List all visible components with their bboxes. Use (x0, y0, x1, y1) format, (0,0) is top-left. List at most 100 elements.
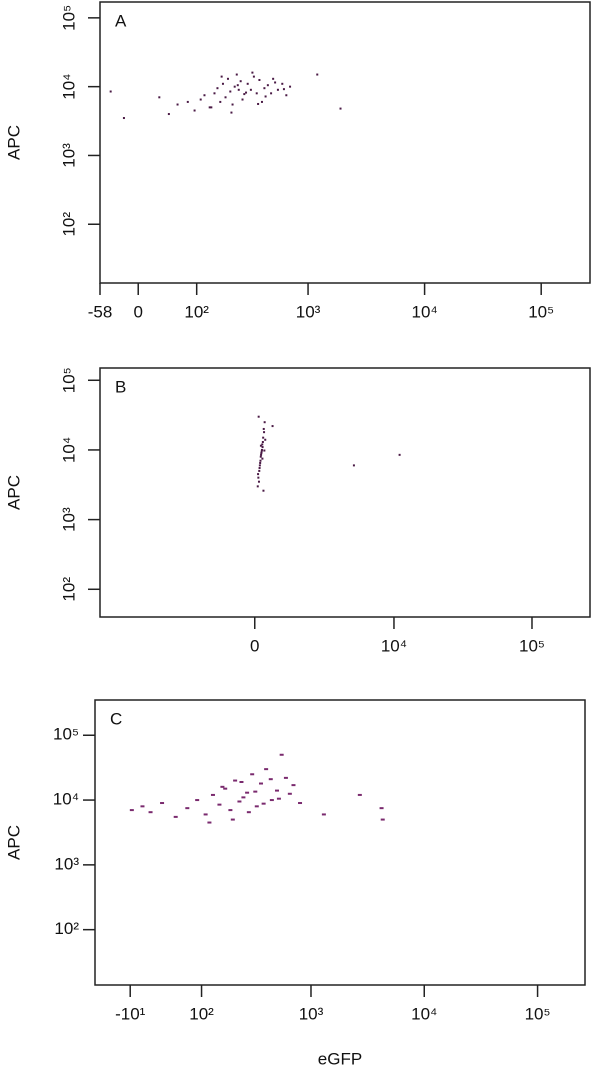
point (257, 415, 260, 418)
point (281, 82, 284, 85)
point (263, 421, 266, 424)
point (148, 811, 153, 814)
point (257, 473, 260, 476)
point (237, 88, 240, 91)
x-tick-label: 10² (184, 302, 209, 321)
point (223, 787, 228, 790)
point (282, 88, 285, 91)
point (207, 821, 212, 824)
point (260, 453, 263, 456)
y-tick-label: 10² (54, 919, 79, 938)
point (217, 803, 222, 806)
point (256, 485, 259, 488)
y-tick-label: 10⁵ (53, 725, 79, 744)
point (158, 96, 161, 99)
point (270, 92, 273, 95)
y-tick-label: 10² (59, 212, 78, 237)
x-tick-label: 10⁵ (519, 636, 545, 655)
point (291, 784, 296, 787)
point (263, 431, 266, 434)
point (263, 449, 266, 452)
point (226, 77, 229, 80)
point (259, 444, 262, 447)
point (219, 100, 222, 103)
plot-frame (94, 699, 586, 986)
point (122, 117, 125, 120)
point (241, 98, 244, 101)
point (269, 799, 274, 802)
point (216, 87, 219, 90)
point (352, 464, 355, 467)
y-tick-label: 10⁴ (53, 790, 79, 809)
x-tick-label: 10³ (299, 1004, 324, 1023)
point (268, 778, 273, 781)
point (276, 88, 279, 91)
point (259, 782, 264, 785)
point (261, 446, 264, 449)
point (160, 802, 165, 805)
y-tick-label: 10² (59, 577, 78, 602)
y-tick-label: 10⁵ (59, 367, 78, 393)
point (262, 489, 265, 492)
x-tick-label: 0 (250, 636, 259, 655)
point (246, 811, 251, 814)
point (262, 427, 265, 430)
point (210, 106, 213, 109)
point (203, 813, 208, 816)
point (220, 75, 223, 78)
point (245, 91, 248, 94)
point (257, 480, 260, 483)
point (176, 103, 179, 106)
point (266, 84, 269, 87)
point (260, 452, 263, 455)
point (289, 85, 292, 88)
point (246, 82, 249, 85)
x-tick-label: 10⁴ (411, 302, 437, 321)
point (173, 815, 178, 818)
point (249, 88, 252, 91)
point (398, 453, 401, 456)
y-axis-label: APC (4, 475, 23, 510)
x-tick-label: 10² (189, 1004, 214, 1023)
point (224, 96, 227, 99)
point (253, 790, 258, 793)
point (221, 82, 224, 85)
point (220, 785, 225, 788)
y-tick-label: 10³ (59, 507, 78, 532)
x-tick-label: 10⁴ (381, 636, 407, 655)
x-tick-label: 10⁴ (411, 1004, 437, 1023)
point (208, 106, 211, 109)
point (236, 84, 239, 87)
plot-frame (99, 367, 591, 618)
point (241, 796, 246, 799)
point (239, 80, 242, 83)
point (243, 93, 246, 96)
point (235, 73, 238, 76)
point (263, 87, 266, 90)
plot-frame (99, 1, 591, 284)
point (261, 440, 264, 443)
panel-label: C (110, 709, 122, 728)
point (251, 71, 254, 74)
point (258, 467, 261, 470)
x-tick-label: 0 (133, 302, 142, 321)
x-tick-label: -10¹ (115, 1004, 146, 1023)
point (321, 813, 326, 816)
point (239, 780, 244, 783)
point (271, 425, 274, 428)
x-tick-label: 10³ (296, 302, 321, 321)
point (261, 802, 266, 805)
point (298, 802, 303, 805)
point (250, 773, 255, 776)
point (228, 809, 233, 812)
point (379, 807, 384, 810)
point (264, 438, 267, 441)
point (195, 799, 200, 802)
y-tick-label: 10⁴ (59, 74, 78, 100)
point (185, 807, 190, 810)
point (255, 92, 258, 95)
point (193, 109, 196, 112)
x-tick-label: 10⁵ (528, 302, 554, 321)
point (279, 753, 284, 756)
